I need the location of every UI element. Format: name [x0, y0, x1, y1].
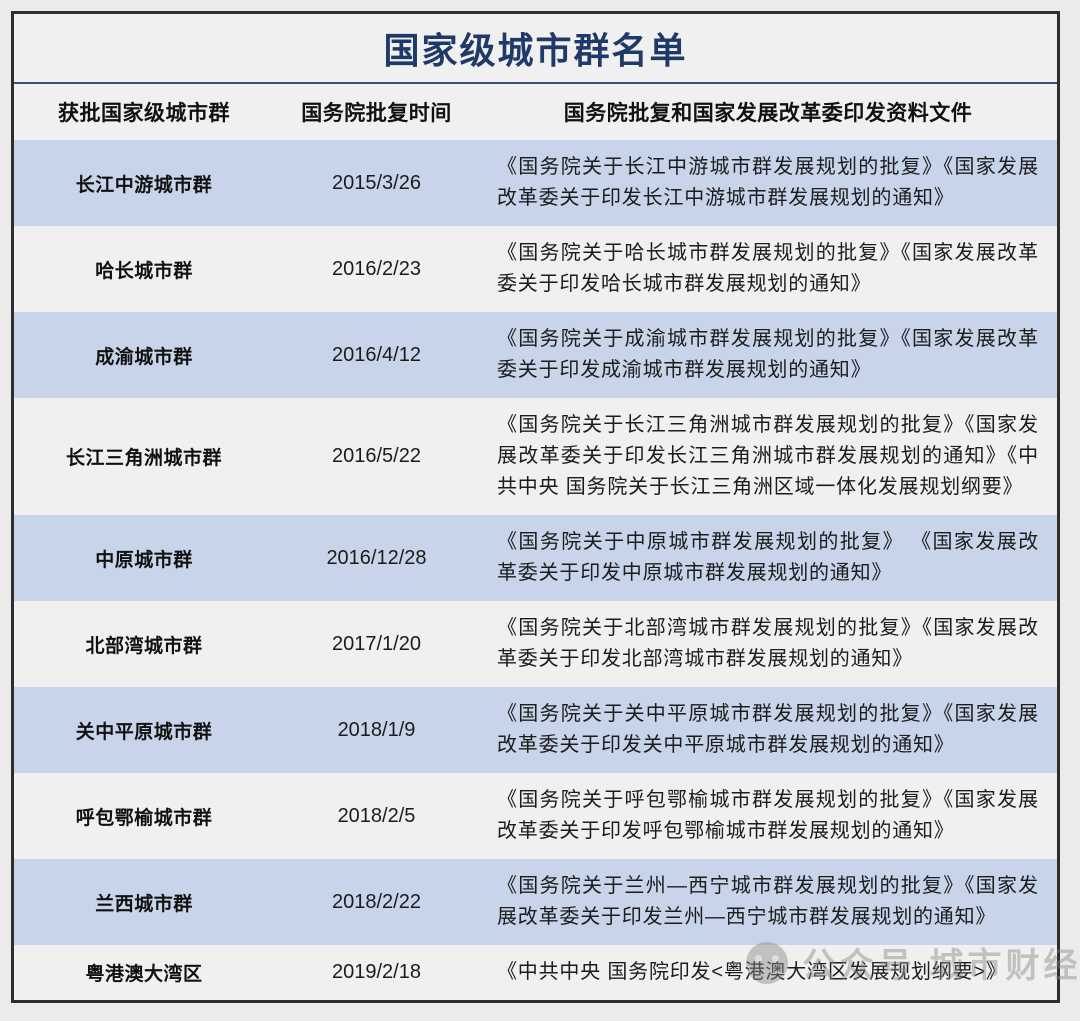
approval-date: 2019/2/18	[332, 961, 421, 983]
documents-text: 《国务院关于哈长城市群发展规划的批复》《国家发展改革委关于印发哈长城市群发展规划…	[497, 242, 1039, 295]
documents-text: 《中共中央 国务院印发<粤港澳大湾区发展规划纲要>》	[497, 961, 1007, 983]
approval-date: 2018/2/22	[332, 890, 421, 913]
table-row: 长江三角洲城市群 2016/5/22 《国务院关于长江三角洲城市群发展规划的批复…	[14, 398, 1057, 515]
approval-date: 2015/3/26	[332, 171, 421, 194]
city-cluster-name: 成渝城市群	[95, 346, 193, 368]
city-cluster-name: 中原城市群	[95, 549, 193, 571]
city-cluster-name: 哈长城市群	[95, 260, 193, 282]
column-header-docs: 国务院批复和国家发展改革委印发资料文件	[563, 102, 973, 125]
documents-text: 《国务院关于中原城市群发展规划的批复》 《国家发展改革委关于印发中原城市群发展规…	[497, 531, 1039, 584]
city-cluster-name: 关中平原城市群	[75, 721, 213, 743]
city-cluster-name: 粤港澳大湾区	[85, 964, 203, 985]
approval-date: 2017/1/20	[332, 632, 421, 655]
table-row: 粤港澳大湾区 2019/2/18 《中共中央 国务院印发<粤港澳大湾区发展规划纲…	[14, 945, 1057, 1000]
approval-date: 2016/5/22	[332, 445, 421, 467]
approval-date: 2018/2/5	[337, 804, 416, 827]
documents-text: 《国务院关于北部湾城市群发展规划的批复》《国家发展改革委关于印发北部湾城市群发展…	[497, 617, 1039, 670]
approval-date: 2018/1/9	[337, 718, 416, 741]
table-row: 北部湾城市群 2017/1/20 《国务院关于北部湾城市群发展规划的批复》《国家…	[14, 601, 1057, 687]
city-cluster-name: 长江中游城市群	[75, 174, 213, 196]
table-header-row: 获批国家级城市群 国务院批复时间 国务院批复和国家发展改革委印发资料文件	[14, 84, 1057, 140]
documents-text: 《国务院关于关中平原城市群发展规划的批复》《国家发展改革委关于印发关中平原城市群…	[497, 703, 1039, 756]
column-header-date: 国务院批复时间	[301, 102, 452, 125]
approval-date: 2016/12/28	[326, 546, 427, 569]
city-cluster-name: 呼包鄂榆城市群	[75, 807, 213, 829]
approval-date: 2016/4/12	[332, 343, 421, 366]
table-title-bar: 国家级城市群名单	[14, 14, 1057, 84]
table-row: 呼包鄂榆城市群 2018/2/5 《国务院关于呼包鄂榆城市群发展规划的批复》《国…	[14, 773, 1057, 859]
documents-text: 《国务院关于长江三角洲城市群发展规划的批复》《国家发展改革委关于印发长江三角洲城…	[497, 414, 1039, 498]
table-row: 兰西城市群 2018/2/22 《国务院关于兰州—西宁城市群发展规划的批复》《国…	[14, 859, 1057, 945]
table-row: 关中平原城市群 2018/1/9 《国务院关于关中平原城市群发展规划的批复》《国…	[14, 687, 1057, 773]
table-row: 哈长城市群 2016/2/23 《国务院关于哈长城市群发展规划的批复》《国家发展…	[14, 226, 1057, 312]
city-cluster-name: 兰西城市群	[95, 893, 193, 915]
documents-text: 《国务院关于长江中游城市群发展规划的批复》《国家发展改革委关于印发长江中游城市群…	[497, 156, 1039, 209]
column-header-cluster: 获批国家级城市群	[58, 102, 230, 125]
city-cluster-name: 北部湾城市群	[85, 635, 203, 657]
table-row: 长江中游城市群 2015/3/26 《国务院关于长江中游城市群发展规划的批复》《…	[14, 140, 1057, 226]
approval-date: 2016/2/23	[332, 257, 421, 280]
documents-text: 《国务院关于兰州—西宁城市群发展规划的批复》《国家发展改革委关于印发兰州—西宁城…	[497, 875, 1039, 928]
table-row: 成渝城市群 2016/4/12 《国务院关于成渝城市群发展规划的批复》《国家发展…	[14, 312, 1057, 398]
page-title: 国家级城市群名单	[383, 30, 688, 71]
city-cluster-name: 长江三角洲城市群	[65, 448, 222, 469]
table-row: 中原城市群 2016/12/28 《国务院关于中原城市群发展规划的批复》 《国家…	[14, 515, 1057, 601]
documents-text: 《国务院关于呼包鄂榆城市群发展规划的批复》《国家发展改革委关于印发呼包鄂榆城市群…	[497, 789, 1039, 842]
documents-text: 《国务院关于成渝城市群发展规划的批复》《国家发展改革委关于印发成渝城市群发展规划…	[497, 328, 1039, 381]
city-cluster-table: 国家级城市群名单 获批国家级城市群 国务院批复时间 国务院批复和国家发展改革委印…	[11, 11, 1060, 1003]
